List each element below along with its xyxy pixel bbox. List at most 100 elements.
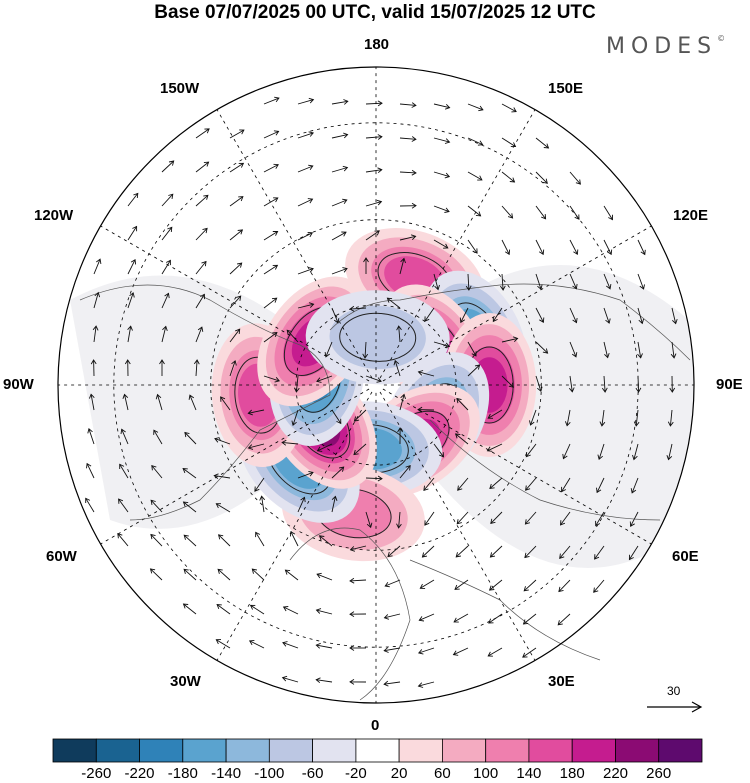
wind-vector-arrow	[195, 326, 203, 343]
wind-vector-arrow	[525, 443, 537, 457]
wind-vector-arrow	[385, 579, 401, 587]
wind-vector-arrow	[635, 409, 639, 426]
colorbar-tick-label: -140	[211, 765, 242, 782]
wind-vector-arrow	[331, 268, 348, 275]
longitude-line	[379, 391, 536, 661]
wind-vector-head	[339, 466, 345, 472]
wind-vector-head	[574, 214, 580, 220]
wind-vector-arrow	[263, 197, 279, 207]
wind-vector-arrow	[349, 307, 367, 310]
wind-vector-arrow	[263, 130, 279, 139]
lon-label-150w: 150W	[160, 80, 200, 97]
wind-vector-head	[238, 162, 245, 168]
wind-vector-arrow	[501, 171, 515, 183]
wind-vector-head	[119, 463, 125, 469]
colorbar-tick-label: -100	[254, 765, 285, 782]
wind-vector-arrow	[637, 307, 643, 324]
wind-vector-head	[118, 498, 124, 504]
wind-vector-arrow	[331, 496, 336, 513]
wind-vector-head	[411, 102, 417, 108]
wind-vector-head	[572, 283, 578, 290]
colorbar-swatch	[441, 738, 487, 763]
wind-vector-arrow	[569, 375, 573, 392]
wind-vector-arrow	[290, 531, 299, 547]
wind-vector-head	[417, 682, 424, 688]
wind-vector-arrow	[467, 273, 470, 291]
wind-vector-head	[274, 377, 280, 383]
lon-label-30e: 30E	[548, 673, 575, 690]
wind-vector-head	[150, 533, 156, 540]
wind-vector-arrow	[668, 443, 673, 460]
wind-vector-head	[417, 370, 424, 376]
wind-vector-arrow	[365, 230, 380, 241]
wind-vector-head	[486, 446, 493, 452]
wind-vector-arrow	[501, 375, 514, 388]
colorbar-tick-label: -260	[81, 765, 112, 782]
wind-vector-arrow	[331, 466, 345, 479]
wind-vector-arrow	[535, 137, 549, 149]
wind-vector-head	[201, 260, 207, 267]
colorbar-tick-label: -220	[124, 765, 155, 782]
wind-vector-head	[387, 551, 393, 558]
wind-vector-arrow	[423, 477, 435, 491]
wind-vector-arrow	[501, 205, 513, 219]
wind-vector-arrow	[399, 394, 405, 411]
wind-vector-arrow	[569, 273, 577, 289]
wind-vector-head	[489, 483, 495, 490]
wind-vector-head	[281, 439, 287, 446]
wind-vector-head	[606, 284, 612, 290]
wind-vector-head	[559, 520, 566, 526]
wind-vector-head	[411, 202, 417, 209]
wind-vector-arrow	[467, 239, 478, 254]
longitude-line	[379, 109, 536, 379]
wind-vector-arrow	[248, 443, 265, 449]
wind-vector-arrow	[424, 511, 435, 526]
wind-vector-arrow	[453, 647, 469, 656]
wind-vector-head	[606, 249, 613, 256]
wind-vector-head	[231, 360, 237, 366]
wind-vector-head	[573, 249, 579, 255]
wind-vector-head	[524, 519, 531, 525]
wind-vector-head	[349, 546, 356, 552]
wind-vector-arrow	[433, 443, 444, 458]
wind-vector-head	[165, 259, 171, 266]
wind-vector-head	[543, 143, 550, 149]
wind-vector-arrow	[467, 341, 477, 357]
longitude-line	[100, 388, 370, 545]
wind-vector-head	[593, 587, 599, 593]
wind-vector-arrow	[161, 293, 169, 309]
wind-vector-head	[487, 413, 494, 419]
wind-vector-arrow	[433, 137, 450, 143]
wind-vector-arrow	[229, 328, 241, 343]
wind-vector-arrow	[121, 429, 129, 445]
wind-vector-head	[424, 316, 430, 322]
wind-vector-head	[471, 351, 477, 357]
wind-vector-arrow	[492, 307, 503, 322]
wind-vector-head	[525, 485, 531, 491]
wind-vector-arrow	[248, 409, 265, 414]
wind-vector-arrow	[523, 579, 537, 592]
wind-vector-head	[490, 518, 496, 525]
wind-vector-arrow	[295, 375, 299, 392]
wind-vector-head	[151, 464, 157, 471]
wind-vector-arrow	[561, 477, 571, 492]
wind-vector-head	[204, 128, 210, 134]
wind-vector-arrow	[566, 409, 571, 426]
wind-vector-head	[541, 214, 547, 220]
wind-vector-arrow	[569, 239, 578, 255]
colorbar-tick-label: 60	[434, 765, 451, 782]
wind-vector-head	[122, 393, 129, 399]
wind-vector-head	[562, 453, 568, 460]
wind-vector-arrow	[214, 475, 231, 479]
wind-vector-arrow	[297, 198, 313, 207]
wind-vector-head	[444, 342, 451, 349]
wind-vector-arrow	[384, 613, 401, 619]
wind-vector-arrow	[261, 496, 265, 513]
wind-vector-head	[182, 501, 189, 507]
wind-vector-arrow	[424, 307, 435, 322]
wind-vector-head	[349, 645, 355, 651]
wind-vector-arrow	[183, 534, 197, 547]
wind-vector-arrow	[467, 364, 480, 377]
wind-vector-head	[557, 620, 563, 626]
wind-vector-head	[384, 581, 390, 588]
